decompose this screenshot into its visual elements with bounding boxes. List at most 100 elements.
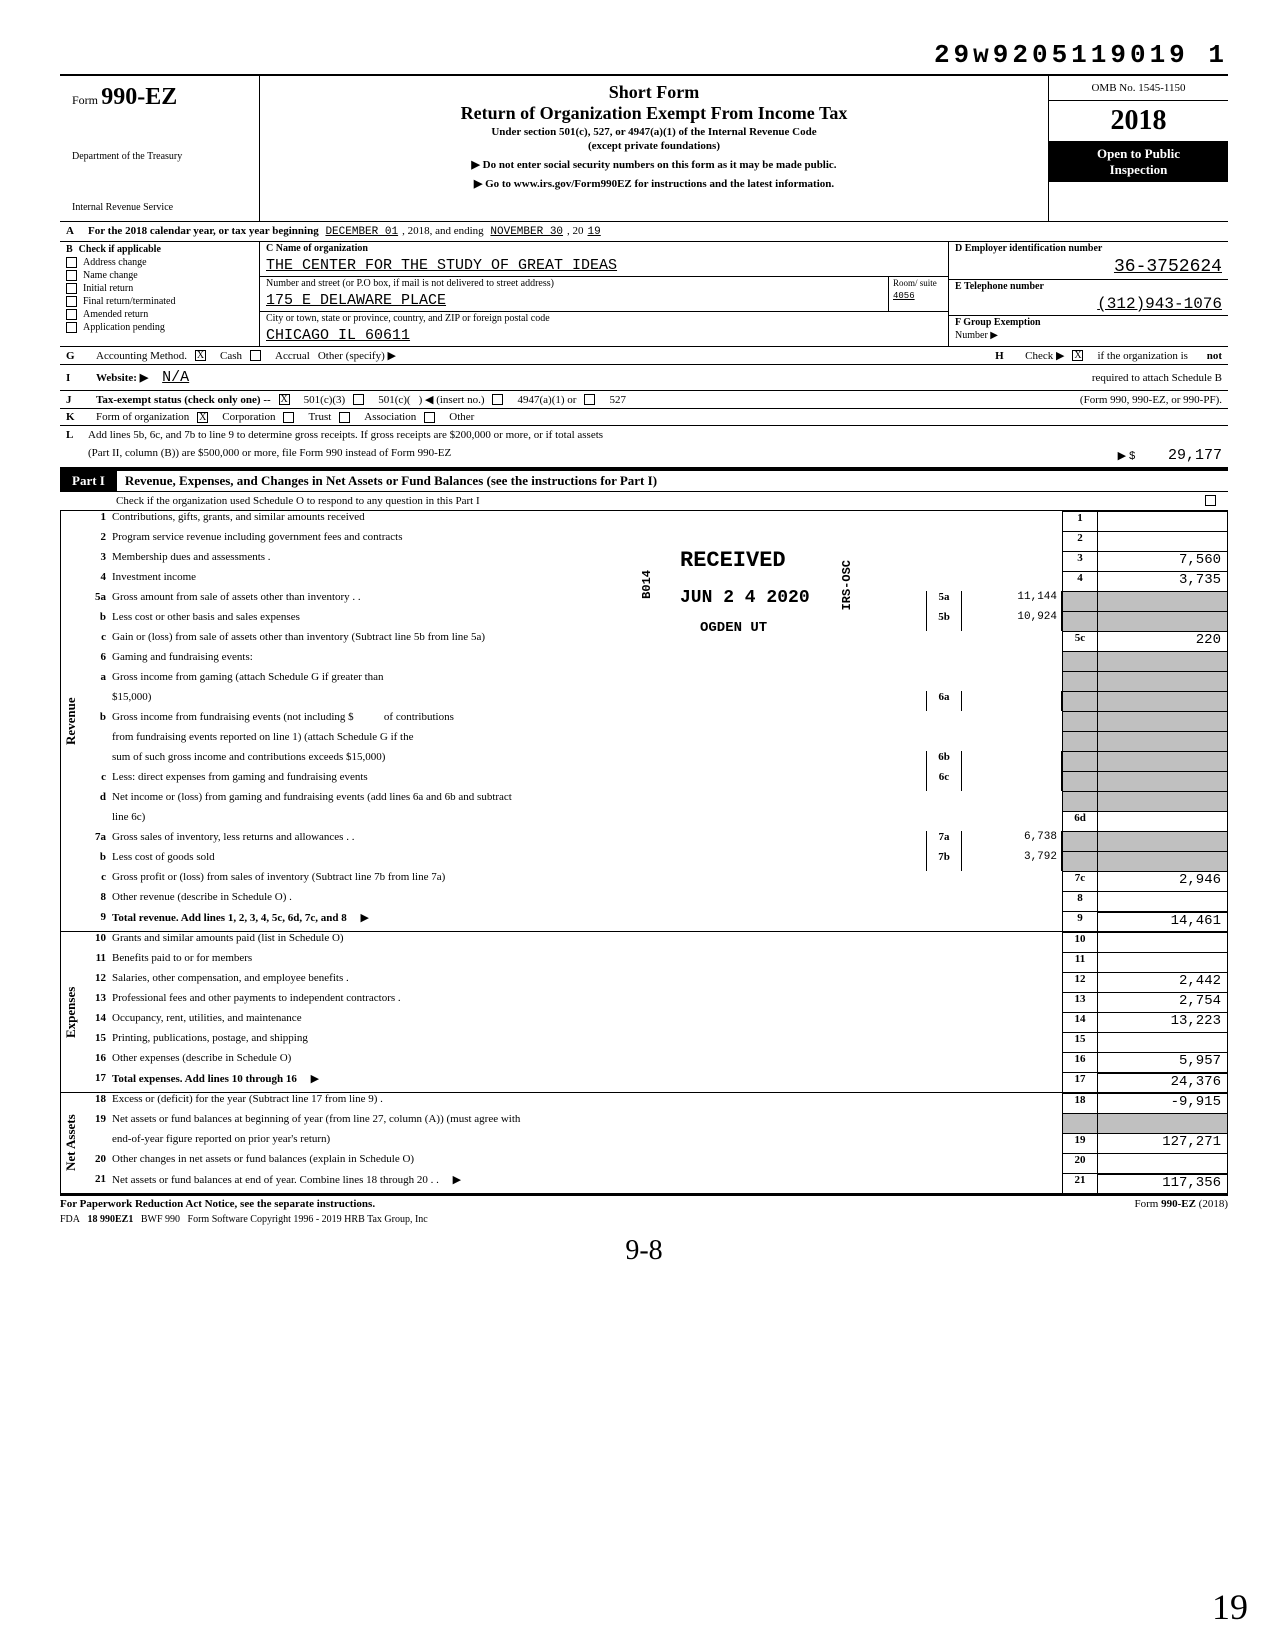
rv7a-g bbox=[1098, 831, 1228, 851]
begin-date: DECEMBER 01 bbox=[321, 226, 402, 238]
rn7a-g bbox=[1062, 831, 1098, 851]
chk-corp[interactable]: X bbox=[197, 412, 208, 423]
form-prefix: Form bbox=[72, 93, 98, 107]
rn14: 14 bbox=[1062, 1012, 1098, 1032]
mn6b: 6b bbox=[926, 751, 962, 771]
d15: Printing, publications, postage, and shi… bbox=[112, 1032, 1062, 1052]
chk-schedule-o[interactable] bbox=[1205, 495, 1216, 506]
rn6b-g bbox=[1062, 711, 1098, 731]
bwf: BWF 990 bbox=[141, 1214, 180, 1225]
subtitle-section: Under section 501(c), 527, or 4947(a)(1)… bbox=[272, 126, 1036, 138]
rv21: 117,356 bbox=[1098, 1173, 1228, 1193]
chk-initial[interactable] bbox=[66, 283, 77, 294]
lbl-corp: Corporation bbox=[222, 411, 275, 423]
d8: Other revenue (describe in Schedule O) . bbox=[112, 891, 1062, 911]
omb-number: OMB No. 1545-1150 bbox=[1049, 76, 1228, 101]
rv6-g bbox=[1098, 651, 1228, 671]
lbl-other-org: Other bbox=[449, 411, 474, 423]
part1-title: Revenue, Expenses, and Changes in Net As… bbox=[117, 473, 657, 489]
rn6d: 6d bbox=[1062, 811, 1098, 831]
chk-pending[interactable] bbox=[66, 322, 77, 333]
inspection1: Open to Public bbox=[1097, 146, 1180, 161]
n5c: c bbox=[82, 631, 112, 651]
rn3: 3 bbox=[1062, 551, 1098, 571]
form-org-label: Form of organization bbox=[96, 411, 189, 423]
rn19: 19 bbox=[1062, 1133, 1098, 1153]
ein-value: 36-3752624 bbox=[949, 255, 1228, 280]
chk-trust[interactable] bbox=[283, 412, 294, 423]
chk-final[interactable] bbox=[66, 296, 77, 307]
rn13: 13 bbox=[1062, 992, 1098, 1012]
rv6b4-g bbox=[1098, 751, 1228, 771]
chk-schedule-b[interactable]: X bbox=[1072, 350, 1083, 361]
chk-address[interactable] bbox=[66, 257, 77, 268]
lbl-insertno: ) ◀ (insert no.) bbox=[419, 393, 485, 406]
chk-name[interactable] bbox=[66, 270, 77, 281]
d7c: Gross profit or (loss) from sales of inv… bbox=[112, 871, 1062, 891]
rv14: 13,223 bbox=[1098, 1012, 1228, 1032]
addr-label: Number and street (or P.O box, if mail i… bbox=[260, 277, 888, 290]
n16: 16 bbox=[82, 1052, 112, 1072]
ein-label: D Employer identification number bbox=[949, 242, 1228, 255]
lbl-other-method: Other (specify) ▶ bbox=[318, 349, 396, 362]
lbl-501c3: 501(c)(3) bbox=[304, 394, 346, 406]
d5a: Gross amount from sale of assets other t… bbox=[112, 591, 926, 611]
lbl-trust: Trust bbox=[308, 411, 331, 423]
lbl-address-change: Address change bbox=[83, 257, 147, 268]
line-a-mid: , 2018, and ending bbox=[402, 225, 484, 237]
rn6-g bbox=[1062, 651, 1098, 671]
expenses-label: Expenses bbox=[60, 932, 82, 1092]
d7a: Gross sales of inventory, less returns a… bbox=[112, 831, 926, 851]
grp-label2: Number ▶ bbox=[949, 329, 1228, 342]
rn5a-g bbox=[1062, 591, 1098, 611]
n15: 15 bbox=[82, 1032, 112, 1052]
d17: Total expenses. Add lines 10 through 16 bbox=[112, 1073, 297, 1085]
rv5b-g bbox=[1098, 611, 1228, 631]
chk-501c[interactable] bbox=[353, 394, 364, 405]
gross-receipts: 29,177 bbox=[1168, 447, 1222, 464]
grp-label: F Group Exemption bbox=[949, 316, 1228, 329]
n19: 19 bbox=[82, 1113, 112, 1133]
tax-year: 2018 bbox=[1049, 101, 1228, 142]
rv19-g bbox=[1098, 1113, 1228, 1133]
h-text: if the organization is bbox=[1097, 350, 1188, 362]
rv8 bbox=[1098, 891, 1228, 911]
chk-amended[interactable] bbox=[66, 309, 77, 320]
d7b: Less cost of goods sold bbox=[112, 851, 926, 871]
form-ref: Form 990-EZ (2018) bbox=[1134, 1198, 1228, 1210]
d12: Salaries, other compensation, and employ… bbox=[112, 972, 1062, 992]
mn6c: 6c bbox=[926, 771, 962, 791]
netassets-lines: 18Excess or (deficit) for the year (Subt… bbox=[82, 1093, 1228, 1193]
rv18: -9,915 bbox=[1098, 1093, 1228, 1113]
lbl-final: Final return/terminated bbox=[83, 296, 175, 307]
chk-other-org[interactable] bbox=[424, 412, 435, 423]
n6: 6 bbox=[82, 651, 112, 671]
chk-527[interactable] bbox=[584, 394, 595, 405]
rv10 bbox=[1098, 932, 1228, 952]
subtitle-except: (except private foundations) bbox=[272, 140, 1036, 152]
rn1: 1 bbox=[1062, 511, 1098, 531]
chk-accrual[interactable] bbox=[250, 350, 261, 361]
mv7a: 6,738 bbox=[962, 831, 1062, 851]
chk-assoc[interactable] bbox=[339, 412, 350, 423]
h-text2: required to attach Schedule B bbox=[1092, 372, 1222, 384]
n7b: b bbox=[82, 851, 112, 871]
chk-4947[interactable] bbox=[492, 394, 503, 405]
year-val: 19 bbox=[584, 226, 605, 238]
rv4: 3,735 bbox=[1098, 571, 1228, 591]
rn8: 8 bbox=[1062, 891, 1098, 911]
lbl-accrual: Accrual bbox=[275, 350, 310, 362]
d6c: Less: direct expenses from gaming and fu… bbox=[112, 771, 926, 791]
chk-501c3[interactable]: X bbox=[279, 394, 290, 405]
inspection-label: Open to Public Inspection bbox=[1049, 142, 1228, 182]
chk-cash[interactable]: X bbox=[195, 350, 206, 361]
rn18: 18 bbox=[1062, 1093, 1098, 1113]
netassets-label: Net Assets bbox=[60, 1093, 82, 1193]
mv5a: 11,144 bbox=[962, 591, 1062, 611]
tel-value: (312)943-1076 bbox=[949, 293, 1228, 316]
mn6a: 6a bbox=[926, 691, 962, 711]
mv6b bbox=[962, 751, 1062, 771]
suite-label: Room/ suite bbox=[888, 277, 948, 290]
expenses-lines: 10Grants and similar amounts paid (list … bbox=[82, 932, 1228, 1092]
lbl-initial: Initial return bbox=[83, 283, 133, 294]
